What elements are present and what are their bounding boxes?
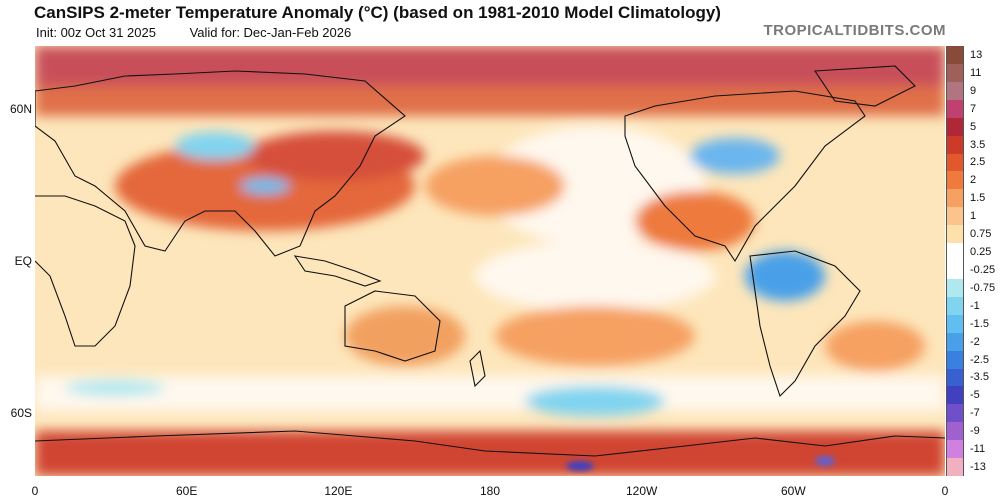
colorbar: [946, 46, 964, 477]
south-atlantic-warm: [825, 321, 925, 371]
colorbar-label: -7: [970, 407, 980, 420]
colorbar-label: 1: [970, 210, 977, 223]
colorbar-swatch: [946, 189, 964, 208]
lon-label-0: 0: [31, 484, 39, 498]
init-time: Init: 00z Oct 31 2025: [36, 25, 156, 40]
colorbar-label: -3.5: [970, 371, 989, 384]
colorbar-swatch: [946, 171, 964, 190]
colorbar-swatch: [946, 63, 964, 83]
south-america-coast: [749, 250, 861, 398]
colorbar-swatch: [946, 314, 964, 334]
colorbar-swatch: [946, 243, 964, 262]
brand-watermark: TROPICALTIDBITS.COM: [763, 22, 946, 39]
new-zealand-coast: [469, 349, 486, 388]
north-pacific-warm: [425, 156, 565, 216]
south-pacific-warm: [495, 306, 695, 366]
africa-coast: [35, 195, 136, 347]
colorbar-swatch: [946, 46, 964, 65]
weddell-cold-spot: [815, 456, 835, 466]
north-america-coast: [624, 90, 866, 263]
greenland-coast: [814, 65, 916, 107]
central-asia-cold: [175, 132, 255, 160]
lat-label-60s: 60S: [10, 405, 32, 420]
colorbar-swatch: [946, 404, 964, 423]
colorbar-swatch: [946, 153, 964, 172]
colorbar-label: -2.5: [970, 353, 989, 366]
colorbar-label: 3.5: [970, 138, 986, 151]
colorbar-label: -5: [970, 389, 980, 402]
arctic-warm-band-lower: [35, 86, 945, 116]
colorbar-label: -2: [970, 335, 980, 348]
colorbar-swatch: [946, 350, 964, 369]
colorbar-label: -11: [970, 443, 986, 456]
colorbar-label: -9: [970, 425, 980, 438]
antarctica-coast: [35, 430, 945, 457]
australia-coast: [344, 290, 441, 362]
lon-label-6: 0: [941, 484, 949, 498]
colorbar-label: 13: [970, 48, 983, 61]
antarctic-cold-spot: [566, 461, 594, 471]
colorbar-swatch: [946, 99, 964, 119]
lon-label-4: 120W: [625, 484, 658, 498]
colorbar-label: 9: [970, 84, 977, 97]
lat-label-eq: EQ: [14, 254, 32, 268]
colorbar-label: 0.75: [970, 228, 992, 241]
colorbar-label: 2.5: [970, 156, 986, 169]
colorbar-swatch: [946, 261, 964, 280]
north-america-cold: [690, 138, 780, 174]
lat-label-60n: 60N: [9, 102, 32, 117]
coastlines: [35, 65, 945, 457]
tibet-cold: [240, 178, 290, 194]
colorbar-swatch: [946, 368, 964, 387]
lon-label-3: 180: [479, 484, 501, 498]
colorbar-label: 2: [970, 174, 977, 187]
colorbar-swatch: [946, 278, 964, 298]
colorbar-label: -0.25: [970, 263, 996, 276]
colorbar-label: -13: [970, 461, 986, 474]
colorbar-label: 11: [970, 66, 982, 79]
subtitle: Init: 00z Oct 31 2025 Valid for: Dec-Jan…: [36, 25, 351, 40]
colorbar-swatch: [946, 458, 964, 477]
colorbar-label: 1.5: [970, 192, 986, 205]
southern-ocean-cold: [525, 386, 665, 416]
antarctic-warm-band: [35, 431, 945, 476]
lon-label-1: 60E: [175, 484, 198, 498]
lon-label-2: 120E: [324, 484, 353, 498]
australia-warm: [345, 306, 465, 366]
colorbar-label: 5: [970, 120, 977, 133]
north-america-warm: [635, 191, 755, 251]
colorbar-label: -1.5: [970, 317, 989, 330]
eurasia-coast: [35, 70, 406, 257]
lon-label-5: 60W: [780, 484, 806, 498]
southern-ocean-neutral: [35, 376, 945, 411]
colorbar-swatch: [946, 135, 964, 154]
chart-title: CanSIPS 2-meter Temperature Anomaly (°C)…: [34, 3, 721, 22]
south-america-cold: [745, 251, 825, 301]
anomaly-map: [35, 46, 945, 476]
colorbar-swatch: [946, 386, 964, 405]
colorbar-swatch: [946, 81, 964, 101]
colorbar-label: -1: [970, 299, 980, 312]
colorbar-swatch: [946, 225, 964, 244]
southern-ocean-cold-west: [65, 380, 165, 396]
colorbar-swatch: [946, 117, 964, 137]
colorbar-swatch: [946, 207, 964, 226]
colorbar-swatch: [946, 440, 964, 459]
siberia-warm: [245, 131, 425, 181]
colorbar-swatch: [946, 296, 964, 316]
central-pacific-neutral: [475, 241, 715, 311]
indonesia-coast: [293, 255, 382, 287]
colorbar-swatch: [946, 422, 964, 441]
colorbar-swatch: [946, 332, 964, 352]
colorbar-label: 0.25: [970, 246, 992, 259]
colorbar-label: 7: [970, 102, 977, 115]
colorbar-label: -0.75: [970, 281, 996, 294]
valid-time: Valid for: Dec-Jan-Feb 2026: [189, 25, 352, 40]
